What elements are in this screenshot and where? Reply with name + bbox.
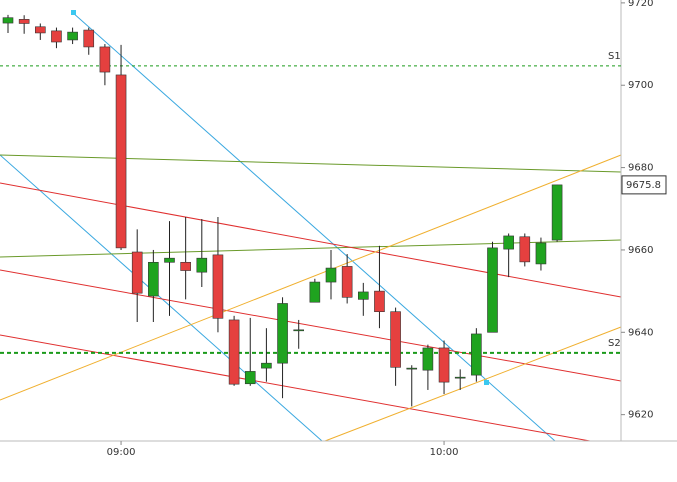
- candle-body: [131, 251, 143, 294]
- candle-body: [148, 261, 159, 297]
- level-label: S1: [608, 51, 621, 62]
- candle-body: [34, 26, 46, 34]
- anchor-point: [484, 380, 489, 385]
- candle-body: [535, 242, 547, 265]
- candle-body: [164, 257, 175, 263]
- candle-body: [374, 290, 385, 313]
- trend-line: [0, 154, 622, 401]
- candle-body: [293, 329, 305, 332]
- candle-body: [357, 291, 369, 300]
- y-tick-label: 9640: [628, 327, 653, 338]
- candle-body: [551, 184, 563, 241]
- last-price-label: 9675.8: [626, 180, 661, 191]
- x-tick-label: 10:00: [430, 447, 459, 458]
- level-label: S2: [608, 338, 621, 349]
- candle-body: [261, 362, 272, 369]
- candle-body: [115, 74, 127, 249]
- candle-body: [390, 311, 401, 368]
- candle-body: [471, 333, 482, 376]
- candle-body: [341, 266, 353, 298]
- trend-line: [0, 269, 622, 382]
- last-price-box: [621, 175, 667, 195]
- y-tick-label: 9680: [628, 163, 653, 174]
- candle-body: [180, 261, 191, 271]
- anchor-point: [71, 10, 76, 15]
- candle-body: [51, 30, 62, 43]
- candle-body: [438, 347, 450, 383]
- trend-line: [0, 154, 323, 442]
- candle-body: [487, 247, 498, 333]
- candle-body: [18, 19, 30, 24]
- candle-body: [2, 17, 14, 24]
- candle-body: [99, 46, 111, 73]
- candle-body: [228, 319, 240, 385]
- trend-line: [0, 154, 622, 173]
- candle-body: [325, 267, 337, 283]
- candle-body: [503, 235, 514, 250]
- y-tick-label: 9660: [628, 245, 653, 256]
- candle-body: [83, 29, 95, 48]
- candle-body: [244, 371, 256, 385]
- trend-line: [0, 239, 622, 258]
- y-tick-label: 9620: [628, 410, 653, 421]
- candle-body: [309, 281, 321, 303]
- candle-body: [277, 303, 288, 364]
- candle-body: [212, 254, 224, 319]
- trend-lines: [0, 10, 622, 442]
- y-tick-label: 9720: [628, 0, 653, 9]
- trend-line: [0, 182, 622, 298]
- candle-body: [196, 257, 208, 273]
- candle-body: [422, 347, 434, 371]
- candle-body: [519, 236, 531, 263]
- candle-body: [406, 367, 418, 370]
- trend-line: [324, 326, 622, 442]
- candle-body: [454, 376, 466, 379]
- y-tick-label: 9700: [628, 80, 653, 91]
- candle-body: [67, 31, 78, 41]
- x-tick-label: 09:00: [107, 447, 136, 458]
